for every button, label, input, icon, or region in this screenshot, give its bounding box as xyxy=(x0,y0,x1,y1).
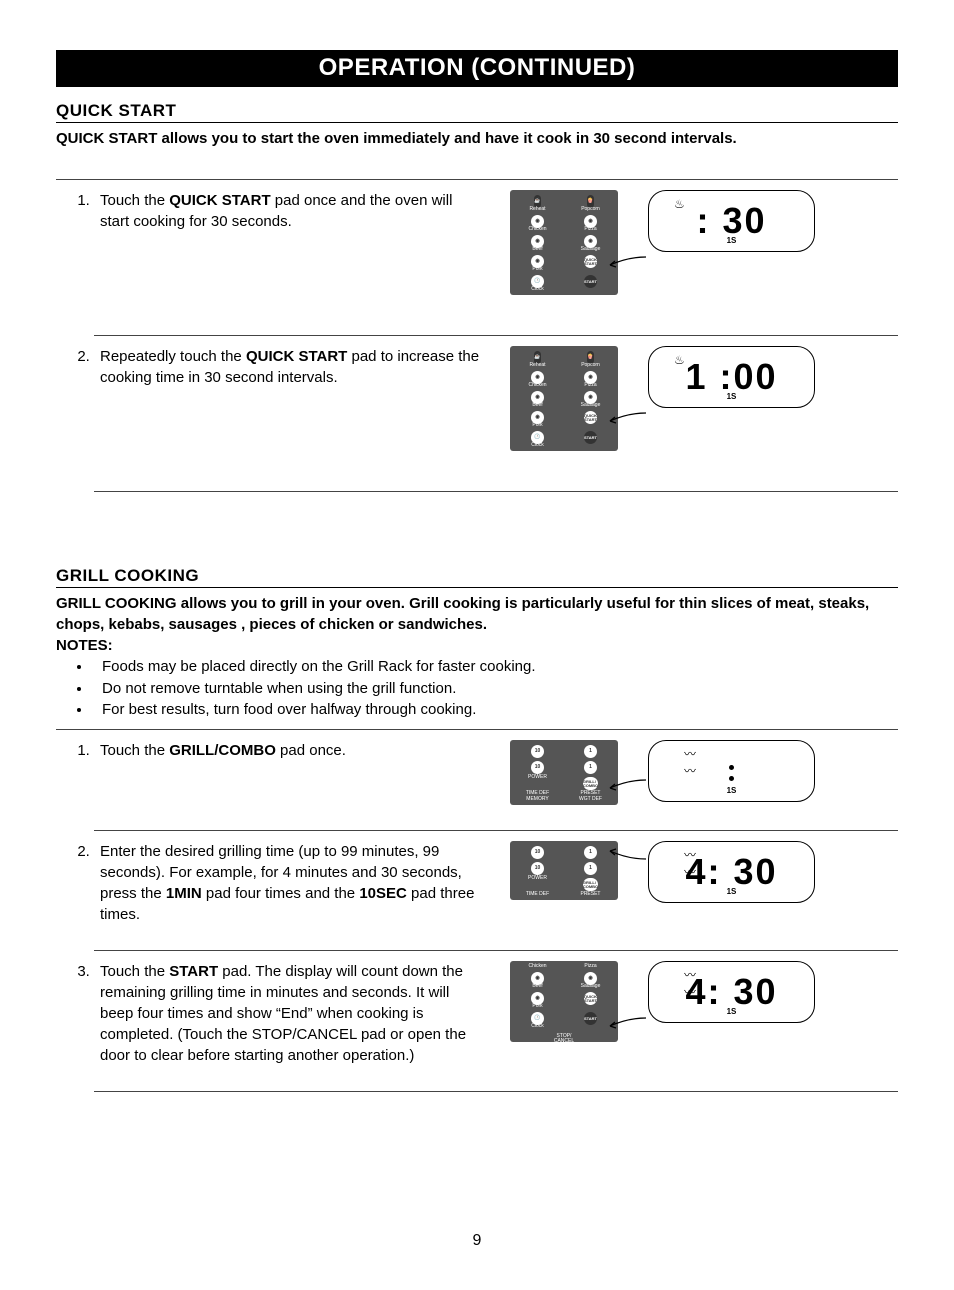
quick-start-heading: QUICK START xyxy=(56,101,898,123)
quick-start-steps: Touch the QUICK START pad once and the o… xyxy=(56,179,898,492)
step-text: Enter the desired grilling time (up to 9… xyxy=(100,841,480,925)
text-fragment: Touch the xyxy=(100,192,169,209)
steam-icon: ♨ xyxy=(674,196,685,213)
steam-icon: ♨ xyxy=(674,352,685,369)
text-fragment: Touch the xyxy=(100,742,169,759)
wave-icon: 〰〰 xyxy=(684,847,696,881)
display-small: 1S xyxy=(727,391,737,402)
list-item: Touch the GRILL/COMBO pad once. 10 1 10 … xyxy=(94,730,898,831)
wave-icon: 〰〰 xyxy=(684,967,696,1001)
display-small: 1S xyxy=(727,235,737,246)
text-fragment-bold: QUICK START xyxy=(246,348,347,365)
list-item: Touch the QUICK START pad once and the o… xyxy=(94,180,898,336)
grill-steps: Touch the GRILL/COMBO pad once. 10 1 10 … xyxy=(56,729,898,1092)
step-text: Touch the START pad. The display will co… xyxy=(100,961,480,1066)
arrow-icon xyxy=(608,1016,648,1034)
display-screen: 〰〰 1S xyxy=(648,740,815,802)
notes-list: Foods may be placed directly on the Gril… xyxy=(56,656,898,721)
control-pad-diagram: 10 1 10 1 POWER GRILL/ COMBO TIME DEF PR… xyxy=(510,740,618,805)
list-item: Repeatedly touch the QUICK START pad to … xyxy=(94,336,898,492)
display-screen: 〰〰 4: 30 1S xyxy=(648,961,815,1023)
control-pad-diagram: ChickenPizza ◉Beef ◉Sausage ◉Pork QUICK … xyxy=(510,961,618,1042)
step-text: Touch the GRILL/COMBO pad once. xyxy=(100,740,480,761)
arrow-icon xyxy=(608,778,648,796)
display-dots xyxy=(729,765,734,781)
list-item: Touch the START pad. The display will co… xyxy=(94,951,898,1092)
arrow-icon xyxy=(608,843,648,861)
list-item: Enter the desired grilling time (up to 9… xyxy=(94,831,898,951)
list-item: Foods may be placed directly on the Gril… xyxy=(92,656,898,678)
control-pad-diagram: ☕Reheat 🍿Popcorn ◉Chicken ◉Pizza ◉Beef ◉… xyxy=(510,346,618,451)
display-small: 1S xyxy=(727,785,737,796)
list-item: For best results, turn food over halfway… xyxy=(92,699,898,721)
control-pad-diagram: 10 1 10 1 POWER GRILL/ COMBO TIME DEF PR… xyxy=(510,841,618,900)
text-fragment: Repeatedly touch the xyxy=(100,348,246,365)
display-small: 1S xyxy=(727,886,737,897)
control-pad-diagram: ☕Reheat 🍿Popcorn ◉Chicken ◉Pizza ◉Beef ◉… xyxy=(510,190,618,295)
arrow-icon xyxy=(608,255,648,273)
display-screen: 〰〰 4: 30 1S xyxy=(648,841,815,903)
step-text: Touch the QUICK START pad once and the o… xyxy=(100,190,480,232)
text-fragment-bold: QUICK START xyxy=(169,192,270,209)
grill-intro: GRILL COOKING allows you to grill in you… xyxy=(56,594,898,635)
wave-icon: 〰〰 xyxy=(684,746,696,780)
list-item: Do not remove turntable when using the g… xyxy=(92,678,898,700)
page-title-bar: OPERATION (CONTINUED) xyxy=(56,50,898,87)
step-text: Repeatedly touch the QUICK START pad to … xyxy=(100,346,480,388)
text-fragment: pad once. xyxy=(276,742,346,759)
quick-start-intro: QUICK START allows you to start the oven… xyxy=(56,129,898,149)
arrow-icon xyxy=(608,411,648,429)
notes-label: NOTES: xyxy=(56,637,898,654)
grill-heading: GRILL COOKING xyxy=(56,566,898,588)
text-fragment-bold: GRILL/COMBO xyxy=(169,742,276,759)
display-small: 1S xyxy=(727,1006,737,1017)
display-screen: ♨ : 30 1S xyxy=(648,190,815,252)
display-screen: ♨ 1 :00 1S xyxy=(648,346,815,408)
